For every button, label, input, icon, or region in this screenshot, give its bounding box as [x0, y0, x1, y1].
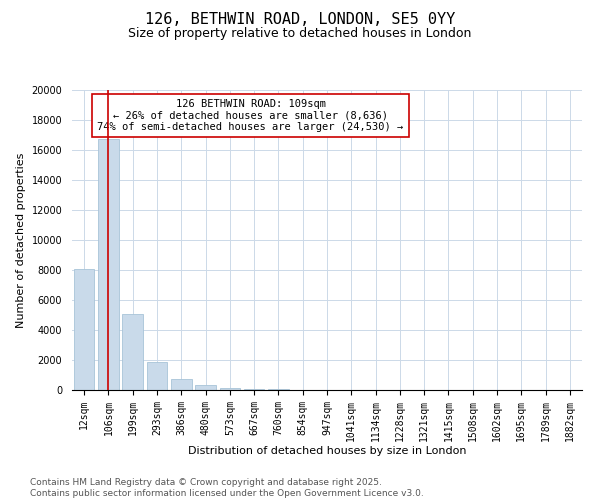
Text: Contains HM Land Registry data © Crown copyright and database right 2025.
Contai: Contains HM Land Registry data © Crown c… — [30, 478, 424, 498]
Bar — [220, 388, 240, 390]
Bar — [74, 268, 94, 390]
Bar — [122, 314, 143, 390]
X-axis label: Distribution of detached houses by size in London: Distribution of detached houses by size … — [188, 446, 466, 456]
Text: 126 BETHWIN ROAD: 109sqm
← 26% of detached houses are smaller (8,636)
74% of sem: 126 BETHWIN ROAD: 109sqm ← 26% of detach… — [97, 99, 404, 132]
Bar — [98, 140, 119, 390]
Bar — [171, 379, 191, 390]
Bar — [146, 362, 167, 390]
Y-axis label: Number of detached properties: Number of detached properties — [16, 152, 26, 328]
Text: Size of property relative to detached houses in London: Size of property relative to detached ho… — [128, 28, 472, 40]
Text: 126, BETHWIN ROAD, LONDON, SE5 0YY: 126, BETHWIN ROAD, LONDON, SE5 0YY — [145, 12, 455, 28]
Bar — [268, 389, 289, 390]
Bar — [244, 389, 265, 390]
Bar — [195, 385, 216, 390]
